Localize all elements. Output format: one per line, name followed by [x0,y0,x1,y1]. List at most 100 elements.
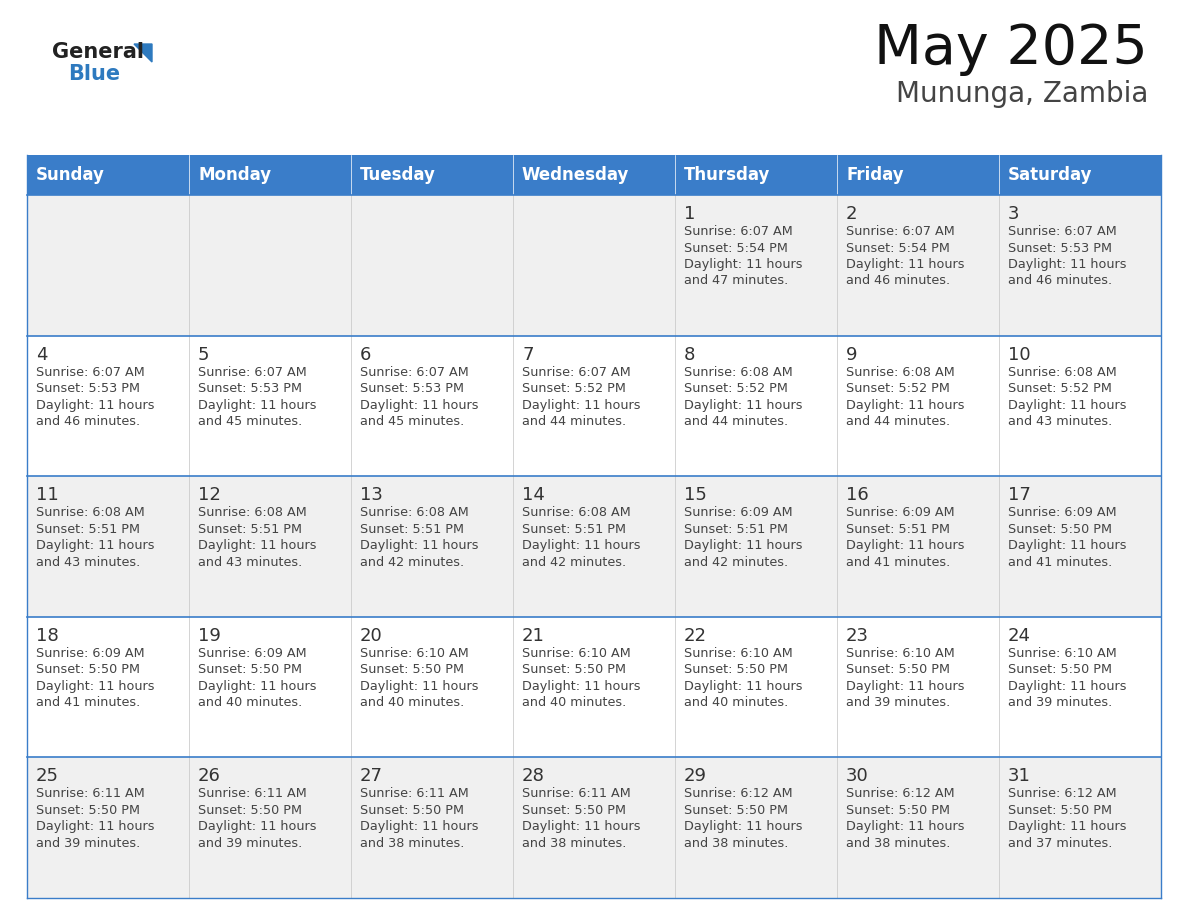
Text: Daylight: 11 hours: Daylight: 11 hours [1007,258,1126,271]
Text: Sunset: 5:53 PM: Sunset: 5:53 PM [36,382,140,395]
Text: 9: 9 [846,345,858,364]
Bar [350,155,513,195]
Text: 1: 1 [684,205,695,223]
Text: Sunrise: 6:10 AM: Sunrise: 6:10 AM [1007,647,1117,660]
Text: Sunrise: 6:07 AM: Sunrise: 6:07 AM [846,225,955,238]
Text: and 38 minutes.: and 38 minutes. [684,837,789,850]
Bar [999,155,1161,195]
Text: and 46 minutes.: and 46 minutes. [1007,274,1112,287]
Text: Sunset: 5:51 PM: Sunset: 5:51 PM [36,522,140,536]
Text: 28: 28 [522,767,545,786]
Text: and 43 minutes.: and 43 minutes. [36,555,140,568]
Text: and 45 minutes.: and 45 minutes. [198,415,302,428]
Text: Thursday: Thursday [684,166,770,184]
Text: Sunset: 5:50 PM: Sunset: 5:50 PM [1007,804,1112,817]
Bar [27,757,1161,898]
Text: Daylight: 11 hours: Daylight: 11 hours [1007,821,1126,834]
Text: Sunset: 5:50 PM: Sunset: 5:50 PM [1007,522,1112,536]
Bar [27,476,1161,617]
Text: 10: 10 [1007,345,1031,364]
Text: 4: 4 [36,345,48,364]
Text: Sunset: 5:54 PM: Sunset: 5:54 PM [846,241,950,254]
Text: Sunrise: 6:10 AM: Sunrise: 6:10 AM [522,647,631,660]
Bar [675,155,838,195]
Text: Daylight: 11 hours: Daylight: 11 hours [198,539,316,553]
Text: Daylight: 11 hours: Daylight: 11 hours [522,821,640,834]
Text: Daylight: 11 hours: Daylight: 11 hours [684,821,803,834]
Text: Sunrise: 6:07 AM: Sunrise: 6:07 AM [522,365,631,378]
Text: 25: 25 [36,767,59,786]
Text: Daylight: 11 hours: Daylight: 11 hours [684,258,803,271]
Text: Daylight: 11 hours: Daylight: 11 hours [360,821,479,834]
Text: Sunrise: 6:11 AM: Sunrise: 6:11 AM [36,788,145,800]
Bar [27,195,1161,336]
Text: and 39 minutes.: and 39 minutes. [1007,696,1112,710]
Text: Daylight: 11 hours: Daylight: 11 hours [1007,398,1126,411]
Text: 29: 29 [684,767,707,786]
Text: Sunset: 5:50 PM: Sunset: 5:50 PM [36,664,140,677]
Bar [27,336,1161,476]
Text: 19: 19 [198,627,221,644]
Text: Tuesday: Tuesday [360,166,436,184]
Text: Sunrise: 6:08 AM: Sunrise: 6:08 AM [1007,365,1117,378]
Text: Sunrise: 6:07 AM: Sunrise: 6:07 AM [198,365,307,378]
Text: and 40 minutes.: and 40 minutes. [198,696,302,710]
Text: 7: 7 [522,345,533,364]
Text: Daylight: 11 hours: Daylight: 11 hours [198,821,316,834]
Text: and 44 minutes.: and 44 minutes. [684,415,788,428]
Text: Sunrise: 6:07 AM: Sunrise: 6:07 AM [1007,225,1117,238]
Text: and 39 minutes.: and 39 minutes. [846,696,950,710]
Text: 22: 22 [684,627,707,644]
Text: Sunset: 5:51 PM: Sunset: 5:51 PM [360,522,465,536]
Text: Sunset: 5:50 PM: Sunset: 5:50 PM [198,664,302,677]
Text: and 45 minutes.: and 45 minutes. [360,415,465,428]
Text: Sunrise: 6:07 AM: Sunrise: 6:07 AM [36,365,145,378]
Text: Daylight: 11 hours: Daylight: 11 hours [36,821,154,834]
Text: Sunset: 5:50 PM: Sunset: 5:50 PM [846,664,950,677]
Text: Sunset: 5:53 PM: Sunset: 5:53 PM [198,382,302,395]
Text: Sunrise: 6:08 AM: Sunrise: 6:08 AM [198,506,307,520]
Text: 30: 30 [846,767,868,786]
Text: Sunset: 5:50 PM: Sunset: 5:50 PM [522,664,626,677]
Text: Sunrise: 6:07 AM: Sunrise: 6:07 AM [684,225,792,238]
Text: and 42 minutes.: and 42 minutes. [684,555,788,568]
Text: Sunset: 5:50 PM: Sunset: 5:50 PM [522,804,626,817]
Text: Saturday: Saturday [1007,166,1093,184]
Text: Sunrise: 6:09 AM: Sunrise: 6:09 AM [198,647,307,660]
Text: Mununga, Zambia: Mununga, Zambia [896,80,1148,108]
Text: Daylight: 11 hours: Daylight: 11 hours [522,398,640,411]
Text: Friday: Friday [846,166,904,184]
Text: Sunset: 5:51 PM: Sunset: 5:51 PM [522,522,626,536]
Text: Sunset: 5:50 PM: Sunset: 5:50 PM [36,804,140,817]
Polygon shape [134,44,152,62]
Text: Sunset: 5:51 PM: Sunset: 5:51 PM [846,522,950,536]
Text: 12: 12 [198,487,221,504]
Text: 2: 2 [846,205,858,223]
Text: Monday: Monday [198,166,271,184]
Text: Sunrise: 6:12 AM: Sunrise: 6:12 AM [846,788,955,800]
Text: and 38 minutes.: and 38 minutes. [522,837,626,850]
Text: and 39 minutes.: and 39 minutes. [198,837,302,850]
Text: Sunrise: 6:11 AM: Sunrise: 6:11 AM [198,788,307,800]
Text: 23: 23 [846,627,868,644]
Text: Sunset: 5:54 PM: Sunset: 5:54 PM [684,241,788,254]
Text: Daylight: 11 hours: Daylight: 11 hours [522,680,640,693]
Text: Sunset: 5:50 PM: Sunset: 5:50 PM [360,664,465,677]
Text: Daylight: 11 hours: Daylight: 11 hours [198,680,316,693]
Text: and 37 minutes.: and 37 minutes. [1007,837,1112,850]
Text: Sunset: 5:53 PM: Sunset: 5:53 PM [1007,241,1112,254]
Text: and 41 minutes.: and 41 minutes. [36,696,140,710]
Text: 31: 31 [1007,767,1031,786]
Text: Daylight: 11 hours: Daylight: 11 hours [1007,680,1126,693]
Text: 17: 17 [1007,487,1031,504]
Text: and 42 minutes.: and 42 minutes. [360,555,465,568]
Text: 15: 15 [684,487,707,504]
Text: 13: 13 [360,487,383,504]
Text: and 44 minutes.: and 44 minutes. [522,415,626,428]
Text: Sunrise: 6:08 AM: Sunrise: 6:08 AM [360,506,469,520]
Text: Daylight: 11 hours: Daylight: 11 hours [36,398,154,411]
Text: and 40 minutes.: and 40 minutes. [684,696,789,710]
Text: 11: 11 [36,487,58,504]
Text: 27: 27 [360,767,383,786]
Bar [838,155,999,195]
